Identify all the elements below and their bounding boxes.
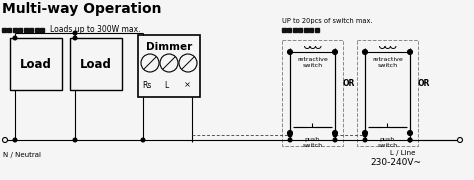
Circle shape xyxy=(288,50,292,55)
Circle shape xyxy=(408,50,412,55)
Circle shape xyxy=(73,31,77,35)
Bar xyxy=(304,28,308,32)
Circle shape xyxy=(408,138,412,142)
Text: 230-240V~: 230-240V~ xyxy=(370,158,421,167)
Circle shape xyxy=(13,36,17,40)
Bar xyxy=(282,28,286,32)
Text: push
switch: push switch xyxy=(302,137,323,148)
Circle shape xyxy=(363,130,367,136)
Bar xyxy=(357,40,418,146)
Text: L / Line: L / Line xyxy=(390,150,415,156)
Text: retractive
switch: retractive switch xyxy=(297,57,328,68)
Bar xyxy=(288,28,292,32)
Circle shape xyxy=(457,138,463,143)
Text: Load: Load xyxy=(20,57,52,71)
Circle shape xyxy=(333,50,337,54)
Text: Loads up to 300W max.: Loads up to 300W max. xyxy=(50,26,140,35)
Bar xyxy=(282,40,343,146)
Bar xyxy=(2,28,6,32)
Circle shape xyxy=(288,50,292,54)
Bar xyxy=(138,35,200,97)
Circle shape xyxy=(332,130,337,136)
Circle shape xyxy=(408,138,412,142)
Circle shape xyxy=(288,131,292,135)
Circle shape xyxy=(332,50,337,55)
Circle shape xyxy=(408,130,412,136)
Circle shape xyxy=(333,133,337,137)
Bar xyxy=(8,28,11,32)
Bar xyxy=(24,28,28,32)
Circle shape xyxy=(73,138,77,142)
Bar xyxy=(299,28,302,32)
Circle shape xyxy=(363,50,367,55)
Bar xyxy=(13,28,17,32)
Bar xyxy=(18,28,22,32)
Circle shape xyxy=(2,138,8,143)
Text: ⨯: ⨯ xyxy=(183,80,191,89)
Text: UP to 20pcs of switch max.: UP to 20pcs of switch max. xyxy=(282,18,373,24)
Circle shape xyxy=(13,138,17,142)
Bar xyxy=(70,38,122,90)
Bar xyxy=(29,28,34,32)
Bar xyxy=(40,28,45,32)
Text: push
switch: push switch xyxy=(377,137,398,148)
Text: OR: OR xyxy=(343,78,356,87)
Circle shape xyxy=(408,50,412,54)
Text: Rs: Rs xyxy=(142,80,152,89)
Circle shape xyxy=(141,138,145,142)
Circle shape xyxy=(73,36,77,40)
Bar xyxy=(35,28,39,32)
Text: Dimmer: Dimmer xyxy=(146,42,192,52)
Text: Multi-way Operation: Multi-way Operation xyxy=(2,2,162,16)
Text: Load: Load xyxy=(80,57,112,71)
Circle shape xyxy=(363,131,367,135)
Circle shape xyxy=(363,133,367,137)
Text: OR: OR xyxy=(418,78,430,87)
Bar xyxy=(310,28,313,32)
Circle shape xyxy=(288,130,292,136)
Text: retractive
switch: retractive switch xyxy=(372,57,403,68)
Circle shape xyxy=(288,138,292,142)
Bar xyxy=(293,28,297,32)
Text: N / Neutral: N / Neutral xyxy=(3,152,41,158)
Circle shape xyxy=(333,138,337,142)
Circle shape xyxy=(333,131,337,135)
Circle shape xyxy=(363,50,367,54)
Circle shape xyxy=(363,138,367,142)
Bar xyxy=(10,38,62,90)
Bar xyxy=(315,28,319,32)
Circle shape xyxy=(408,131,412,135)
Text: L: L xyxy=(164,80,168,89)
Circle shape xyxy=(288,133,292,137)
